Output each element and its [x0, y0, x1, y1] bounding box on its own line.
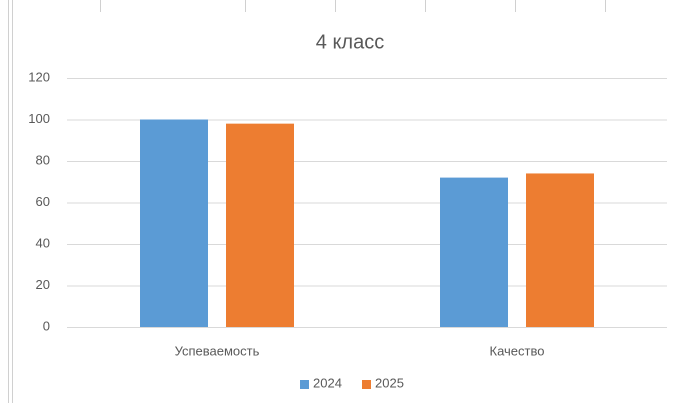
- x-tick-label: Качество: [490, 343, 545, 358]
- bar: [440, 177, 508, 327]
- y-tick-label: 60: [36, 194, 50, 209]
- y-tick-label: 100: [28, 111, 50, 126]
- y-tick-label: 0: [43, 318, 50, 333]
- bar: [140, 119, 208, 327]
- legend-swatch: [362, 380, 371, 389]
- y-tick-label: 20: [36, 277, 50, 292]
- x-tick-label: Успеваемость: [175, 343, 260, 358]
- legend-label: 2025: [375, 375, 404, 390]
- y-tick-label: 80: [36, 152, 50, 167]
- sheet-lines: [8, 0, 606, 403]
- legend-label: 2024: [313, 375, 342, 390]
- bar: [226, 123, 294, 328]
- chart-title: 4 класс: [316, 31, 384, 53]
- bar: [526, 173, 594, 327]
- y-tick-label: 120: [28, 69, 50, 84]
- y-tick-label: 40: [36, 235, 50, 250]
- legend-swatch: [300, 380, 309, 389]
